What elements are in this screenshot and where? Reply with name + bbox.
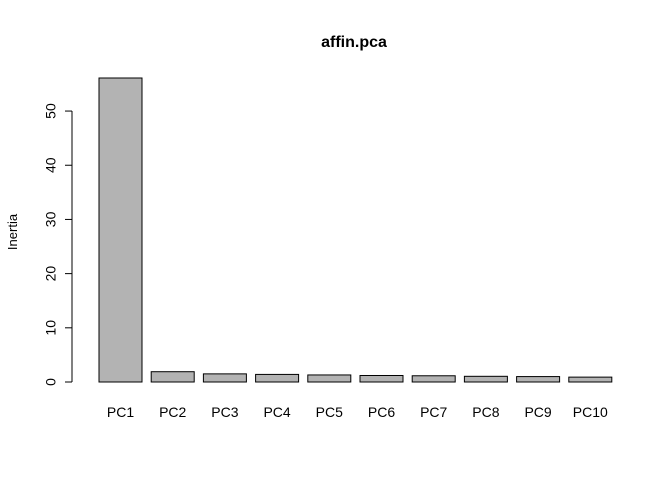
x-category-label: PC1: [107, 404, 134, 420]
bar-pc1: [98, 77, 143, 383]
y-tick-label: 50: [43, 103, 59, 119]
x-category-label: PC3: [211, 404, 238, 420]
y-tick-label: 40: [43, 157, 59, 173]
bars-group: [98, 77, 613, 383]
x-axis-labels: PC1 PC2 PC3 PC4 PC5 PC6 PC7 PC8 PC9 PC10: [107, 404, 608, 420]
x-category-label: PC2: [159, 404, 186, 420]
x-category-label: PC4: [263, 404, 290, 420]
bar-pc5: [307, 374, 352, 383]
x-category-label: PC9: [524, 404, 551, 420]
x-category-label: PC7: [420, 404, 447, 420]
bar-pc9: [516, 376, 561, 383]
y-tick-label: 20: [43, 266, 59, 282]
x-category-label: PC8: [472, 404, 499, 420]
bar-pc4: [255, 373, 300, 383]
bar-pc2: [150, 371, 195, 383]
y-axis: 0 10 20 30 40 50: [43, 103, 73, 386]
x-category-label: PC6: [368, 404, 395, 420]
x-category-label: PC10: [573, 404, 608, 420]
y-tick-label: 10: [43, 320, 59, 336]
bar-pc6: [359, 374, 404, 383]
bar-pc7: [411, 375, 456, 383]
bar-pc8: [463, 375, 508, 383]
y-tick-label: 30: [43, 211, 59, 227]
y-tick-label: 0: [43, 378, 59, 386]
bar-pc10: [568, 376, 613, 383]
y-axis-label: Inertia: [5, 213, 20, 250]
bar-pc3: [202, 373, 247, 383]
chart-title: affin.pca: [321, 34, 387, 51]
x-category-label: PC5: [316, 404, 343, 420]
